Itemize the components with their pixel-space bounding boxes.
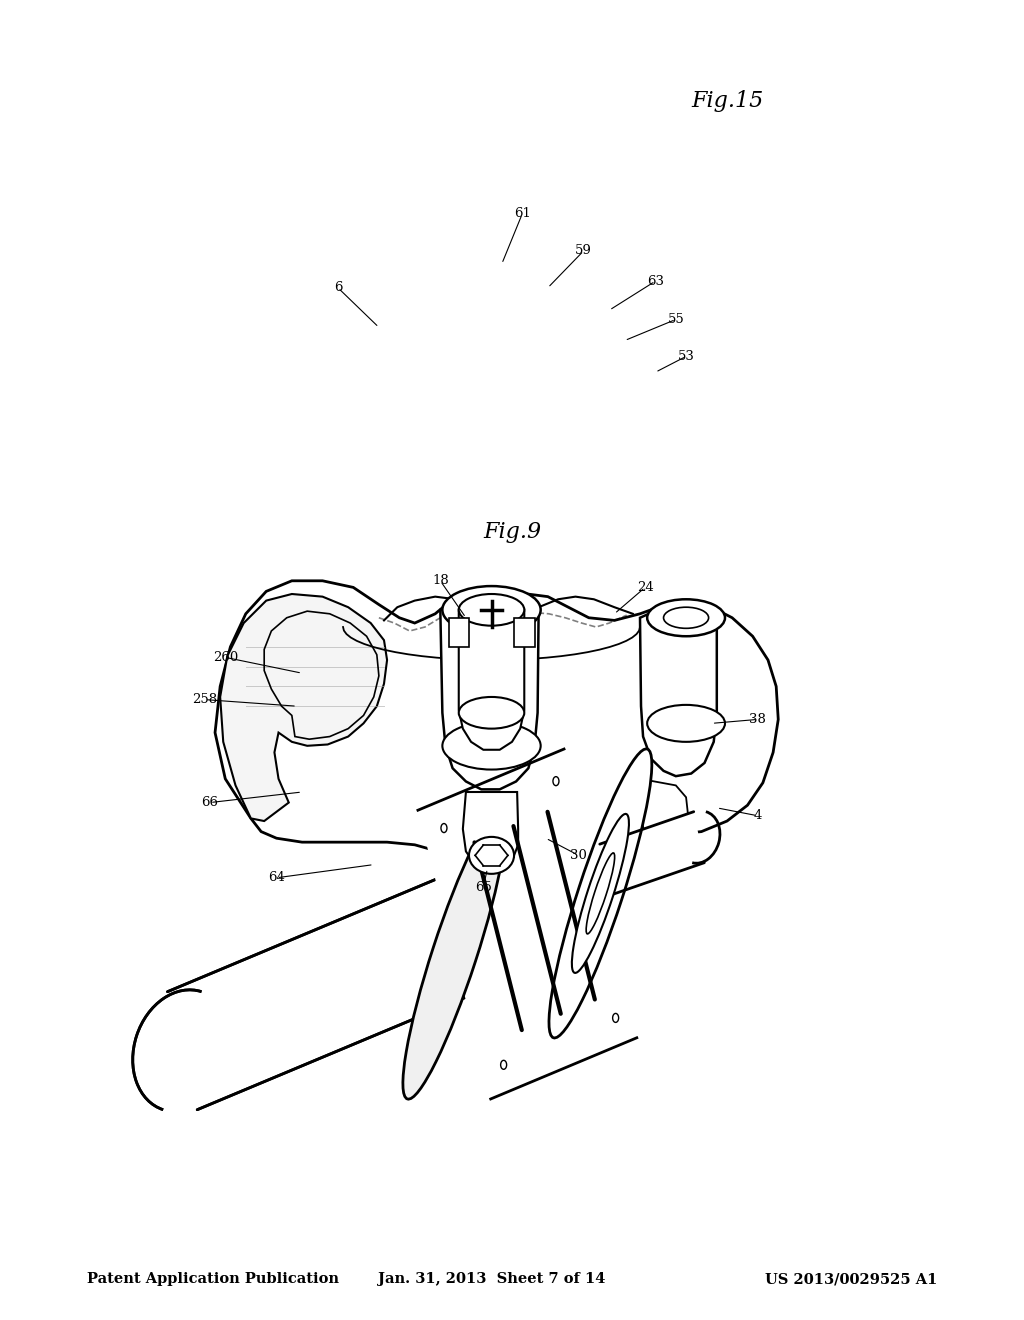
Text: 64: 64 (268, 871, 285, 884)
Polygon shape (640, 779, 688, 845)
Ellipse shape (549, 748, 652, 1038)
Text: Patent Application Publication: Patent Application Publication (87, 1272, 339, 1287)
Polygon shape (168, 857, 518, 1110)
Text: Fig.15: Fig.15 (691, 90, 763, 112)
Polygon shape (440, 597, 539, 789)
Text: 18: 18 (432, 574, 449, 587)
Polygon shape (459, 610, 524, 750)
Text: 66: 66 (202, 796, 218, 809)
Text: Fig.9: Fig.9 (483, 521, 541, 544)
Polygon shape (215, 581, 778, 871)
Text: 4: 4 (754, 809, 762, 822)
Text: 55: 55 (668, 313, 684, 326)
Ellipse shape (571, 814, 629, 973)
Text: 65: 65 (475, 880, 492, 894)
Polygon shape (600, 812, 705, 895)
Text: 24: 24 (637, 581, 653, 594)
Bar (449, 618, 469, 647)
Ellipse shape (647, 705, 725, 742)
Text: 30: 30 (570, 849, 587, 862)
Text: US 2013/0029525 A1: US 2013/0029525 A1 (765, 1272, 937, 1287)
Text: 53: 53 (678, 350, 694, 363)
Polygon shape (640, 605, 717, 776)
Text: 59: 59 (575, 244, 592, 257)
Ellipse shape (442, 586, 541, 634)
Polygon shape (418, 748, 637, 1100)
Bar (514, 618, 535, 647)
Ellipse shape (647, 599, 725, 636)
Text: 61: 61 (514, 207, 530, 220)
Text: 38: 38 (750, 713, 766, 726)
Polygon shape (220, 594, 387, 821)
Text: Jan. 31, 2013  Sheet 7 of 14: Jan. 31, 2013 Sheet 7 of 14 (378, 1272, 605, 1287)
Ellipse shape (469, 837, 514, 874)
Text: 63: 63 (647, 275, 664, 288)
Ellipse shape (442, 722, 541, 770)
Ellipse shape (664, 607, 709, 628)
Ellipse shape (459, 697, 524, 729)
Ellipse shape (402, 810, 506, 1100)
Polygon shape (463, 792, 518, 871)
Ellipse shape (459, 594, 524, 626)
Text: 258: 258 (193, 693, 217, 706)
Text: 260: 260 (213, 651, 238, 664)
Text: 6: 6 (334, 281, 342, 294)
